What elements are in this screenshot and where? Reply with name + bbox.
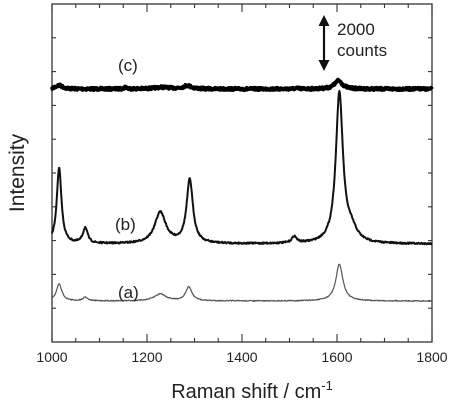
scale-bar-arrow-down [318,60,330,71]
series-label: (c) [118,56,138,75]
x-tick-label: 1400 [226,349,257,365]
x-tick-label: 1200 [131,349,162,365]
x-tick-labels: 1000 1200 1400 1600 1800 [36,349,447,365]
scale-bar-value: 2000 [337,20,375,39]
spectrum-line [51,89,433,246]
series-label: (a) [118,283,139,302]
spectra-lines [50,77,434,302]
spectrum-line [51,263,433,302]
x-tick-label: 1600 [321,349,352,365]
spectrum-line [50,77,434,93]
x-tick-label: 1000 [36,349,67,365]
series-labels: (c) (b) (a) [115,56,139,302]
y-axis-label: Intensity [6,133,29,212]
scale-bar-unit: counts [337,41,387,60]
x-axis-label-superscript: -1 [321,378,333,393]
series-label: (b) [115,215,136,234]
x-axis-label-text: Raman shift / cm [171,381,321,403]
scale-bar-arrow-up [318,15,330,26]
x-tick-label: 1800 [416,349,447,365]
x-axis-label: Raman shift / cm-1 [171,378,333,403]
scale-bar: 2000 counts [318,15,387,71]
axis-ticks [51,4,433,342]
